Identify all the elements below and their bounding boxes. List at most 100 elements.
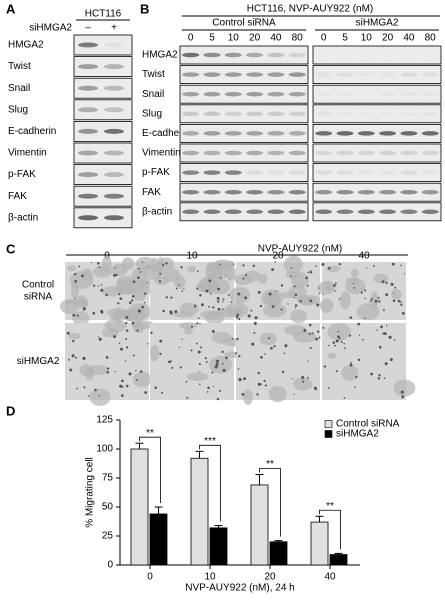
cell [83, 386, 86, 389]
band [379, 131, 397, 136]
cell [242, 277, 245, 280]
cell [350, 361, 352, 364]
band [357, 189, 375, 195]
cell-cluster [268, 385, 287, 403]
cell [291, 378, 293, 380]
cell-cluster [87, 364, 109, 376]
band [357, 209, 375, 215]
cell [397, 299, 401, 303]
cell [209, 292, 212, 295]
band [182, 189, 200, 195]
band [224, 170, 242, 175]
bar [190, 457, 209, 566]
cell [90, 261, 93, 263]
band [78, 85, 98, 91]
cell [360, 291, 363, 294]
band [336, 189, 354, 195]
cell [186, 396, 189, 399]
cell [159, 352, 162, 355]
cell [264, 353, 266, 355]
row-label: siHMGA2 [17, 356, 60, 367]
cell [211, 330, 215, 333]
cell [264, 384, 267, 387]
cell [338, 337, 341, 340]
bar [209, 527, 228, 566]
cell-cluster [350, 269, 359, 278]
cell [200, 346, 203, 349]
band [421, 189, 439, 195]
cell [322, 293, 324, 296]
band [357, 170, 375, 175]
cell [113, 335, 117, 339]
cell [334, 290, 336, 292]
cell [322, 326, 325, 329]
lane-label: 5 [342, 33, 348, 44]
blot [179, 104, 309, 124]
cell [252, 264, 255, 268]
cell [154, 386, 157, 390]
cell [158, 280, 162, 283]
lane-label: 10 [228, 33, 240, 44]
cell [98, 337, 102, 341]
cell [355, 375, 358, 379]
cell [72, 339, 75, 343]
cell-cluster [205, 262, 216, 280]
cell [303, 328, 307, 332]
band [203, 52, 221, 58]
y-tick-label: 75 [102, 473, 114, 484]
cell [74, 272, 77, 276]
band [267, 170, 285, 175]
band [246, 150, 264, 156]
cell [181, 338, 183, 341]
band [379, 150, 397, 156]
cell [144, 391, 147, 394]
x-tick-label: 10 [204, 572, 216, 583]
blot [73, 185, 133, 207]
cell [216, 397, 220, 401]
band [224, 52, 242, 58]
legend-label: Control siRNA [336, 419, 400, 430]
cell-cluster [393, 379, 416, 397]
cell [128, 301, 132, 305]
cell [118, 342, 121, 345]
legend-label: siHMGA2 [336, 429, 379, 440]
cell-cluster [234, 274, 253, 286]
cell [74, 279, 78, 283]
band [246, 72, 264, 77]
band [315, 150, 333, 156]
panel-label: A [6, 1, 16, 16]
cell [364, 317, 366, 320]
lane-label: 20 [382, 33, 394, 44]
cell [178, 346, 180, 348]
cell [222, 298, 225, 301]
cell [317, 330, 320, 333]
cell [274, 261, 276, 263]
cell [74, 297, 76, 299]
cell [400, 390, 404, 394]
band [379, 91, 397, 97]
protein-label: Snail [8, 83, 30, 94]
cell [82, 307, 86, 311]
cell [253, 331, 256, 334]
protein-label: HMGA2 [142, 50, 178, 61]
cell [225, 356, 228, 360]
bar [269, 541, 288, 566]
band [104, 85, 124, 91]
cell [256, 393, 259, 396]
cell [143, 301, 146, 304]
cell [199, 294, 202, 297]
band [336, 91, 354, 97]
cell-cluster [101, 328, 119, 338]
cell [313, 386, 317, 390]
cell [125, 321, 128, 325]
cell [174, 310, 178, 314]
y-axis-label: % Migrating cell [85, 457, 96, 528]
cell [185, 380, 188, 383]
cell [207, 386, 210, 389]
cell [308, 332, 311, 335]
band [315, 170, 333, 175]
cell-cluster [121, 257, 135, 270]
band [288, 150, 306, 156]
cell [393, 339, 396, 341]
cell [175, 287, 178, 290]
